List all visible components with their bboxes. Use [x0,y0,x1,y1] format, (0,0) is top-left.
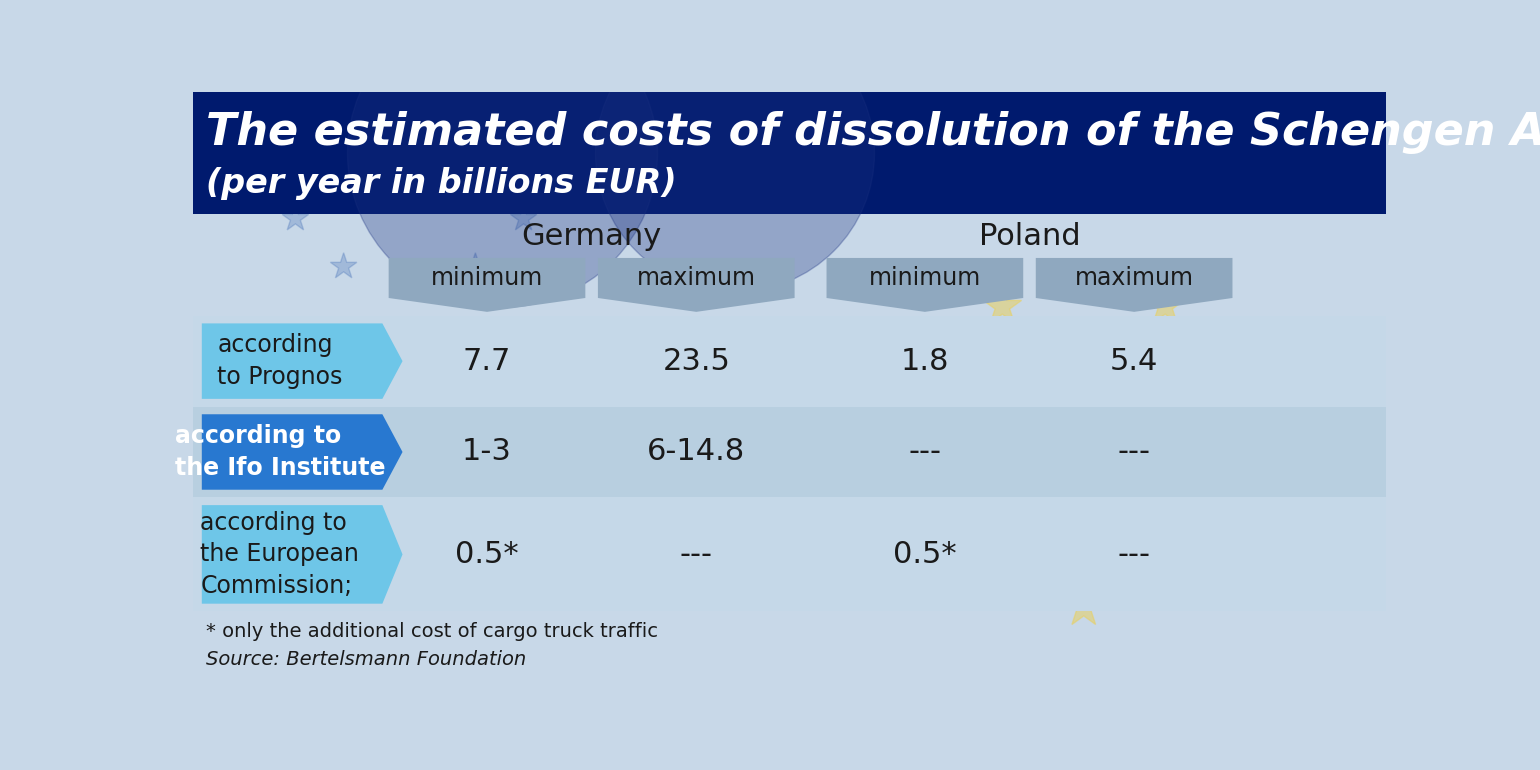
Circle shape [596,15,875,292]
Polygon shape [1206,346,1244,382]
Text: 23.5: 23.5 [662,346,730,376]
Polygon shape [510,74,537,99]
Text: according to
the European
Commission;: according to the European Commission; [200,511,359,598]
Text: maximum: maximum [1075,266,1194,290]
Text: 1.8: 1.8 [901,346,949,376]
Polygon shape [1227,427,1266,463]
Bar [192,497,1386,611]
Polygon shape [510,205,537,230]
Polygon shape [1064,265,1103,301]
Text: maximum: maximum [636,266,756,290]
Polygon shape [1146,286,1184,323]
Polygon shape [983,286,1021,323]
Text: ---: --- [1118,437,1150,467]
Text: Germany: Germany [522,222,662,251]
Text: according to
the Ifo Institute: according to the Ifo Institute [174,424,385,480]
Polygon shape [827,258,1023,312]
Text: 5.4: 5.4 [1110,346,1158,376]
Text: 1-3: 1-3 [462,437,511,467]
Text: minimum: minimum [869,266,981,290]
Polygon shape [265,139,291,165]
Polygon shape [202,414,402,490]
Polygon shape [396,270,424,296]
Text: 6-14.8: 6-14.8 [647,437,745,467]
Text: 7.7: 7.7 [464,346,511,376]
Bar [192,92,1386,214]
Polygon shape [331,26,357,51]
Text: ---: --- [679,540,713,569]
Text: Poland: Poland [979,222,1081,251]
Circle shape [348,0,658,307]
Text: 0.5*: 0.5* [456,540,519,569]
Text: (per year in billions EUR): (per year in billions EUR) [206,167,678,199]
Polygon shape [282,74,308,99]
Text: 0.5*: 0.5* [893,540,956,569]
Polygon shape [462,253,488,278]
Polygon shape [924,507,962,544]
Polygon shape [282,205,308,230]
Polygon shape [598,258,795,312]
Text: Source: Bertelsmann Foundation: Source: Bertelsmann Foundation [206,650,527,669]
Text: * only the additional cost of cargo truck traffic: * only the additional cost of cargo truc… [206,622,659,641]
Polygon shape [388,258,585,312]
Polygon shape [202,505,402,604]
Text: according
to Prognos: according to Prognos [217,333,342,389]
Polygon shape [202,323,402,399]
Text: The estimated costs of dissolution of the Schengen Agreement: The estimated costs of dissolution of th… [206,111,1540,154]
Polygon shape [1146,567,1184,603]
Polygon shape [1206,507,1244,544]
Polygon shape [983,567,1021,603]
Polygon shape [1064,588,1103,624]
Polygon shape [462,26,488,51]
Polygon shape [396,8,424,34]
Polygon shape [1036,258,1232,312]
Polygon shape [331,253,357,278]
Text: minimum: minimum [431,266,544,290]
Polygon shape [924,346,962,382]
Polygon shape [902,427,939,463]
Text: ---: --- [909,437,941,467]
Bar [192,316,1386,407]
Text: ---: --- [1118,540,1150,569]
Bar [192,407,1386,497]
Polygon shape [528,139,554,165]
